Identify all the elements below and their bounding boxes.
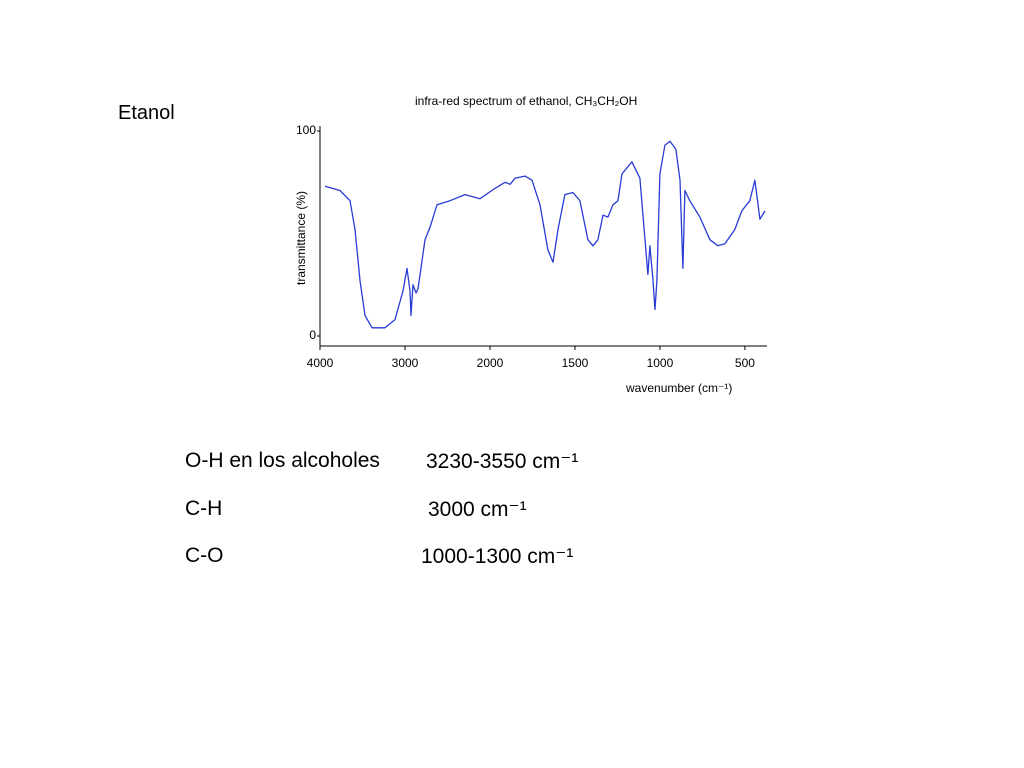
x-tick-label: 1000 <box>647 356 674 370</box>
note-bond: O-H en los alcoholes <box>185 449 380 472</box>
x-tick-label: 3000 <box>392 356 419 370</box>
x-tick-label: 4000 <box>307 356 334 370</box>
y-tick-label: 100 <box>296 123 316 137</box>
x-tick-label: 2000 <box>477 356 504 370</box>
note-bond: C-H <box>185 497 223 520</box>
y-axis-label: transmittance (%) <box>294 191 308 285</box>
note-range: 3230-3550 cm⁻¹ <box>426 450 579 473</box>
x-tick-label: 1500 <box>562 356 589 370</box>
note-bond: C-O <box>185 544 224 567</box>
note-range: 1000-1300 cm⁻¹ <box>421 545 574 568</box>
x-tick-label: 500 <box>735 356 755 370</box>
chart-title: infra-red spectrum of ethanol, CH₃CH₂OH <box>415 94 637 108</box>
y-tick-label: 0 <box>309 328 316 342</box>
heading: Etanol <box>118 102 175 124</box>
x-axis-label: wavenumber (cm⁻¹) <box>625 381 732 395</box>
note-range: 3000 cm⁻¹ <box>428 498 527 521</box>
spectrum-line <box>324 140 766 329</box>
